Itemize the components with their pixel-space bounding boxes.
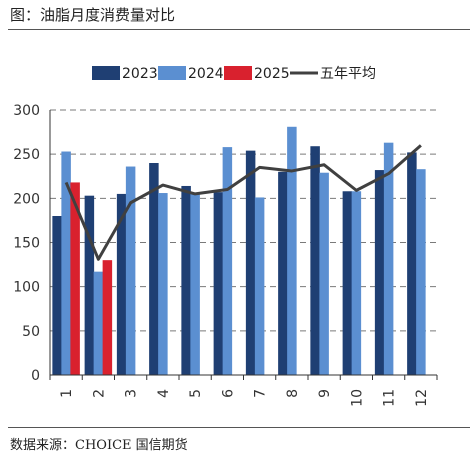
bar-2024-9	[319, 172, 329, 375]
x-tick-label: 11	[382, 389, 398, 407]
source-note: 数据来源：CHOICE 国信期货	[10, 438, 188, 453]
x-tick-label: 12	[414, 389, 430, 407]
title-rule	[8, 29, 470, 30]
bar-2023-5	[181, 185, 191, 375]
bar-2023-9	[310, 146, 320, 375]
bar-2025-2	[102, 260, 113, 375]
bar-2024-11	[383, 142, 394, 375]
legend-swatch-2023	[92, 66, 120, 80]
x-tick-label: 7	[253, 389, 269, 398]
bar-2023-3	[116, 193, 127, 375]
bar-2024-10	[351, 191, 362, 375]
x-axis: 1 2 3 4 5 6 7 8 9 10 11 12	[49, 374, 438, 407]
bar-2024-2	[93, 271, 104, 375]
x-tick-label: 4	[156, 389, 172, 398]
legend-label-2023: 2023	[122, 66, 158, 82]
bar-2024-7	[254, 197, 265, 375]
bar-2024-8	[287, 126, 297, 376]
bar-2023-12	[407, 152, 417, 375]
chart-legend: 2023 2024 2025 五年平均	[92, 66, 376, 82]
bar-2024-6	[222, 147, 233, 375]
bar-2023-10	[342, 191, 353, 375]
legend-label-五年平均: 五年平均	[320, 66, 376, 82]
x-tick-label: 3	[124, 389, 140, 398]
legend-swatch-2024	[158, 66, 186, 80]
y-tick-label: 250	[13, 147, 40, 163]
y-tick-label: 50	[22, 324, 40, 340]
bar-2023-11	[374, 170, 385, 375]
y-tick-label: 300	[13, 103, 40, 119]
bar-2024-4	[158, 193, 168, 375]
x-tick-label: 2	[91, 389, 107, 398]
bar-2024-3	[125, 166, 136, 375]
x-tick-label: 1	[59, 389, 75, 398]
legend-label-2024: 2024	[188, 66, 224, 82]
x-tick-label: 9	[317, 389, 333, 398]
y-tick-label: 100	[13, 280, 40, 296]
x-tick-label: 10	[349, 389, 365, 407]
x-tick-label: 8	[285, 389, 301, 398]
legend-swatch-2025	[224, 66, 252, 80]
bars	[52, 126, 426, 376]
bar-2023-1	[52, 216, 62, 375]
y-tick-label: 150	[13, 236, 40, 252]
x-tick-label: 6	[220, 389, 236, 398]
y-tick-label: 0	[31, 368, 40, 384]
bar-2024-1	[61, 151, 71, 375]
line-五年平均	[64, 144, 422, 261]
y-tick-label: 200	[13, 191, 40, 207]
five-year-average-line	[64, 144, 422, 261]
bar-2023-4	[149, 163, 159, 375]
bar-2025-1	[70, 182, 80, 375]
y-axis: 0 50 100 150 200 250 300	[13, 103, 51, 384]
bar-2023-6	[213, 192, 224, 375]
bar-2023-7	[245, 150, 256, 375]
source-rule	[8, 427, 470, 428]
bar-2023-2	[84, 195, 95, 375]
figure-title: 图：油脂月度消费量对比	[10, 6, 176, 24]
bar-2024-5	[190, 193, 200, 375]
bar-2024-12	[416, 169, 426, 375]
legend-label-2025: 2025	[254, 66, 290, 82]
gridlines	[50, 109, 437, 332]
bar-2023-8	[278, 171, 288, 375]
x-tick-label: 5	[188, 389, 204, 398]
